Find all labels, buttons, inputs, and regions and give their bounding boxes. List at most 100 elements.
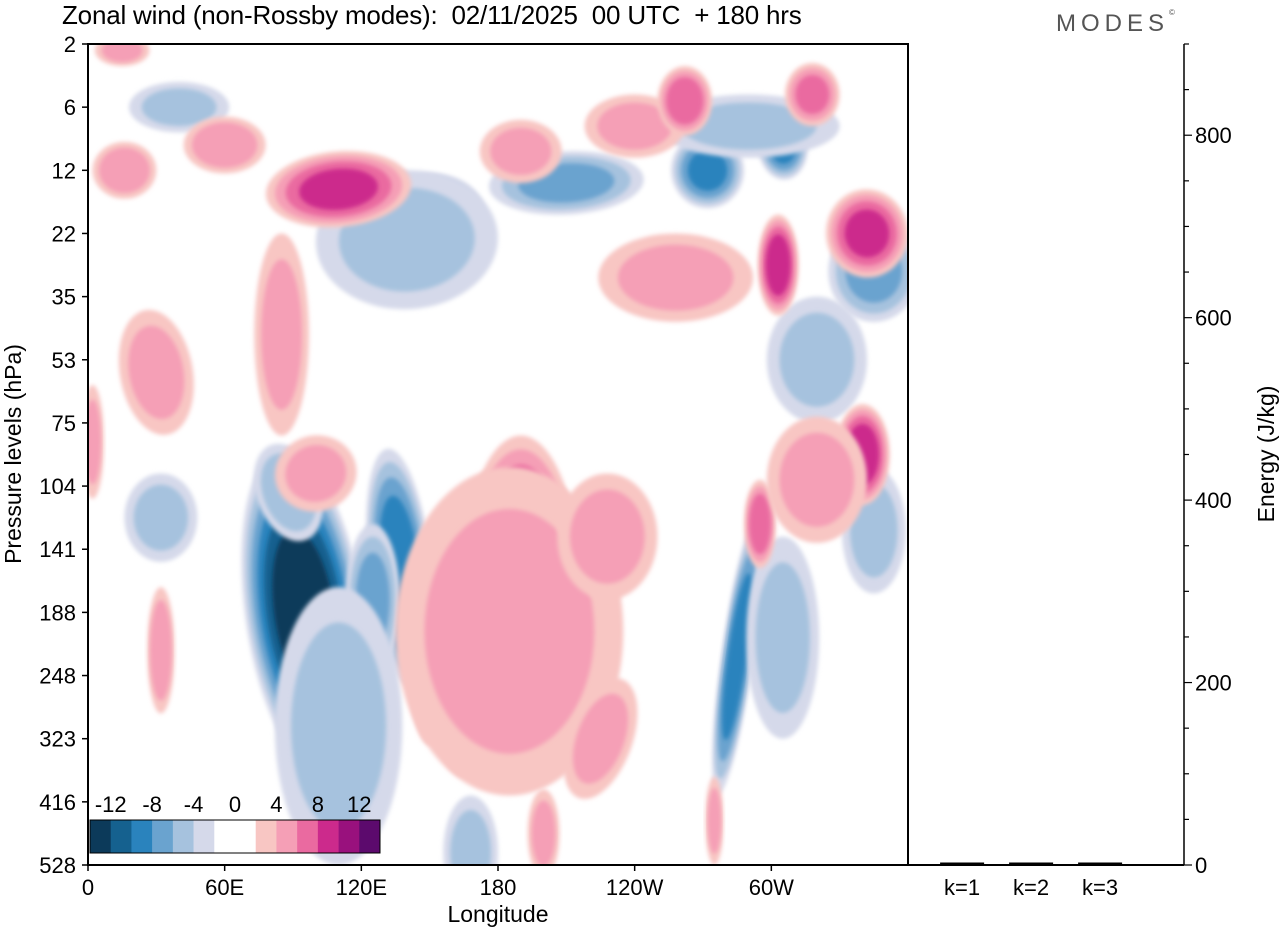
colorbar-label: 4 bbox=[270, 792, 282, 817]
contour-band bbox=[765, 234, 791, 296]
y-tick-label: 75 bbox=[52, 411, 76, 436]
chart-title: Zonal wind (non-Rossby modes): 02/11/202… bbox=[62, 0, 802, 30]
wind-anomaly-24 bbox=[744, 479, 776, 569]
colorbar-swatch bbox=[359, 820, 381, 853]
energy-bar-k=3 bbox=[1078, 862, 1123, 864]
contour-band bbox=[779, 432, 855, 527]
contour-band bbox=[424, 508, 595, 754]
energy-category-label: k=3 bbox=[1082, 875, 1118, 900]
contour-band bbox=[133, 484, 189, 551]
colorbar-swatch bbox=[255, 820, 277, 853]
y-tick-label: 141 bbox=[39, 537, 76, 562]
contour-band bbox=[299, 168, 378, 211]
wind-anomaly-40 bbox=[274, 435, 357, 512]
wind-anomaly-6 bbox=[712, 518, 763, 795]
y-axis-label: Pressure levels (hPa) bbox=[0, 344, 26, 564]
wind-anomaly-36 bbox=[92, 141, 157, 199]
energy-tick-label: 600 bbox=[1195, 306, 1232, 331]
colorbar-swatch bbox=[152, 820, 174, 853]
brand-name: MODES bbox=[1056, 10, 1170, 37]
contour-band bbox=[755, 562, 810, 713]
contour-band bbox=[779, 312, 855, 407]
contour-band bbox=[722, 573, 753, 741]
contour-band bbox=[617, 244, 734, 311]
wind-anomaly-38 bbox=[254, 233, 309, 436]
contour-band bbox=[680, 102, 817, 150]
energy-category-label: k=1 bbox=[944, 875, 980, 900]
colorbar-legend: -12 -8 -4 0 4 8 12 bbox=[89, 792, 381, 854]
colorbar-label: 12 bbox=[347, 792, 371, 817]
y-tick-label: 188 bbox=[39, 600, 76, 625]
colorbar-label: 0 bbox=[229, 792, 241, 817]
energy-tick-label: 800 bbox=[1195, 123, 1232, 148]
y-tick-label: 416 bbox=[39, 790, 76, 815]
wind-anomaly-5 bbox=[274, 587, 403, 865]
energy-panel: 0 200 400 600 800 k=1 k=2 k=3 bbox=[908, 43, 1232, 900]
y-tick-label: 12 bbox=[52, 158, 76, 183]
contour-band bbox=[490, 127, 552, 175]
contour-band bbox=[844, 209, 890, 258]
wind-anomaly-26 bbox=[766, 416, 868, 543]
colorbar-label: -8 bbox=[142, 792, 162, 817]
contour-band bbox=[450, 810, 492, 865]
colorbar-swatch bbox=[317, 820, 339, 853]
colorbar-swatch bbox=[338, 820, 360, 853]
energy-category-label: k=2 bbox=[1013, 875, 1049, 900]
y-tick-label: 6 bbox=[64, 95, 76, 120]
x-tick-label: 60W bbox=[749, 875, 794, 900]
x-tick-label: 120W bbox=[606, 875, 664, 900]
brand-logo: MODES© bbox=[1056, 8, 1175, 38]
colorbar-frame bbox=[89, 819, 381, 854]
wind-anomaly-4 bbox=[124, 473, 198, 562]
contour-band bbox=[128, 325, 185, 419]
wind-anomaly-17 bbox=[129, 81, 230, 133]
contour-band bbox=[141, 88, 217, 126]
energy-bar-k=1 bbox=[940, 862, 985, 864]
colorbar-swatch bbox=[172, 820, 194, 853]
contour-band bbox=[597, 102, 673, 150]
contour-band bbox=[666, 77, 704, 125]
wind-anomaly-23 bbox=[557, 473, 658, 600]
x-tick-label: 60E bbox=[205, 875, 244, 900]
energy-tick-label: 0 bbox=[1195, 853, 1207, 878]
x-tick-label: 0 bbox=[82, 875, 94, 900]
contour-band bbox=[99, 147, 150, 193]
wind-anomaly-33 bbox=[657, 66, 713, 136]
contour-band bbox=[285, 445, 347, 502]
x-axis-label: Longitude bbox=[447, 901, 548, 927]
brand-mark: © bbox=[1169, 8, 1175, 17]
colorbar-swatch bbox=[297, 820, 319, 853]
wind-anomaly-45 bbox=[94, 44, 150, 67]
y-tick-label: 248 bbox=[39, 664, 76, 689]
wind-anomaly-35 bbox=[183, 116, 266, 174]
contour-band bbox=[261, 259, 302, 410]
wind-anomaly-42 bbox=[527, 789, 560, 865]
wind-anomaly-15 bbox=[766, 296, 868, 423]
wind-anomaly-44 bbox=[88, 385, 104, 499]
colorbar-swatch bbox=[214, 820, 236, 853]
energy-tick-label: 400 bbox=[1195, 488, 1232, 513]
y-tick-label: 528 bbox=[39, 853, 76, 878]
y-tick-label: 104 bbox=[39, 474, 76, 499]
longitude-axis: 0 60E 120E 180 120W 60W bbox=[82, 865, 794, 900]
wind-anomaly-32 bbox=[479, 119, 562, 183]
colorbar-swatch bbox=[193, 820, 215, 853]
contour-band bbox=[569, 489, 645, 584]
colorbar-swatch bbox=[276, 820, 298, 853]
contour-band bbox=[88, 399, 102, 485]
y-tick-label: 2 bbox=[64, 32, 76, 57]
contour-band bbox=[191, 122, 258, 168]
y-tick-label: 323 bbox=[39, 727, 76, 752]
pressure-axis: 2 6 12 22 35 53 75 104 141 188 248 323 416 528 bbox=[39, 32, 88, 878]
colorbar-swatch bbox=[110, 820, 132, 853]
y-tick-label: 35 bbox=[52, 285, 76, 310]
wind-field bbox=[88, 44, 908, 865]
y-tick-label: 53 bbox=[52, 348, 76, 373]
colorbar-label: -12 bbox=[95, 792, 127, 817]
colorbar-swatch bbox=[90, 820, 112, 853]
wind-anomaly-34 bbox=[785, 62, 840, 127]
x-tick-label: 180 bbox=[480, 875, 517, 900]
contour-band bbox=[531, 800, 556, 865]
wind-anomaly-43 bbox=[705, 776, 724, 865]
